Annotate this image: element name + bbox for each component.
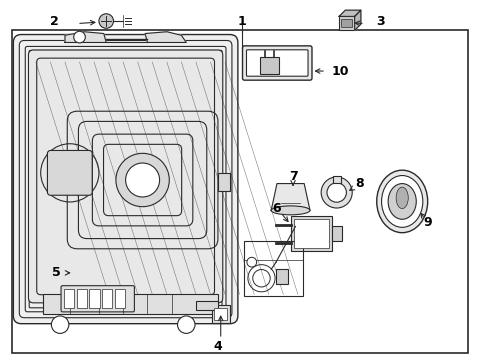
FancyBboxPatch shape [61, 286, 134, 312]
Text: 5: 5 [52, 266, 61, 279]
Bar [331, 226, 341, 241]
Ellipse shape [376, 170, 427, 233]
Circle shape [99, 14, 113, 28]
Ellipse shape [395, 187, 407, 208]
Bar [259, 57, 279, 75]
Circle shape [177, 316, 195, 333]
Polygon shape [354, 10, 360, 30]
Bar [217, 173, 229, 191]
Bar [115, 289, 125, 308]
Bar [64, 289, 74, 308]
Circle shape [116, 153, 169, 207]
Ellipse shape [381, 176, 422, 227]
Bar [214, 308, 226, 320]
FancyBboxPatch shape [246, 50, 307, 76]
FancyBboxPatch shape [242, 46, 311, 80]
Bar [293, 219, 328, 248]
Bar [196, 301, 217, 310]
Bar [102, 289, 112, 308]
Text: 1: 1 [237, 14, 246, 27]
Ellipse shape [387, 184, 415, 219]
Circle shape [321, 177, 351, 208]
Bar [244, 241, 302, 296]
Circle shape [51, 316, 69, 333]
Text: 3: 3 [375, 14, 384, 27]
Bar [332, 176, 340, 183]
Bar [89, 289, 100, 308]
Text: 6: 6 [272, 202, 281, 215]
Bar [290, 216, 331, 251]
Ellipse shape [271, 206, 309, 215]
Polygon shape [65, 32, 106, 42]
Bar [338, 17, 354, 30]
Text: 7: 7 [288, 170, 297, 183]
FancyBboxPatch shape [47, 150, 92, 195]
Bar [211, 305, 229, 324]
Text: 4: 4 [212, 339, 221, 352]
Circle shape [125, 163, 159, 197]
FancyBboxPatch shape [28, 50, 223, 303]
Bar [77, 289, 87, 308]
Bar [275, 269, 287, 284]
FancyBboxPatch shape [13, 35, 237, 324]
Text: 9: 9 [422, 216, 431, 229]
Bar [43, 294, 217, 314]
Text: 8: 8 [355, 177, 364, 190]
Bar [341, 19, 351, 27]
Polygon shape [338, 10, 360, 17]
Circle shape [246, 257, 256, 267]
Text: 10: 10 [331, 64, 348, 77]
Circle shape [74, 31, 85, 43]
Polygon shape [145, 32, 186, 42]
Text: 2: 2 [50, 14, 59, 27]
Polygon shape [271, 184, 309, 210]
Circle shape [326, 183, 346, 202]
